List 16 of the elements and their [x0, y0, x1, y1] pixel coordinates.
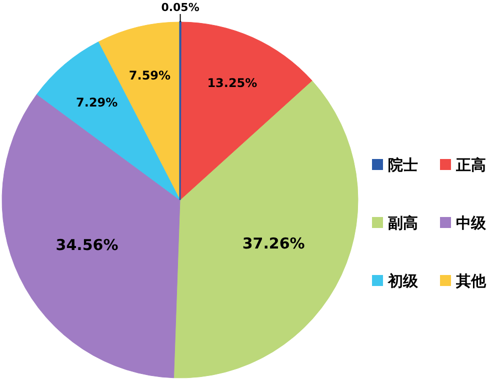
data-label: 7.59% — [128, 68, 171, 82]
legend-label: 院士 — [388, 156, 418, 174]
pie-slice — [36, 42, 180, 200]
legend-label: 副高 — [388, 214, 418, 232]
data-label: 37.26% — [242, 234, 305, 253]
data-label: 0.05% — [161, 1, 200, 14]
legend-label: 初级 — [387, 272, 419, 290]
legend-label: 中级 — [456, 214, 487, 232]
pie-slice — [173, 80, 358, 378]
pie-slice — [2, 94, 180, 378]
pie-slice — [180, 22, 312, 200]
data-label: 7.29% — [76, 95, 118, 110]
data-label: 13.25% — [207, 76, 258, 90]
legend-label: 其他 — [455, 272, 487, 290]
data-label: 34.56% — [56, 236, 118, 254]
legend-label: 正高 — [455, 156, 486, 174]
